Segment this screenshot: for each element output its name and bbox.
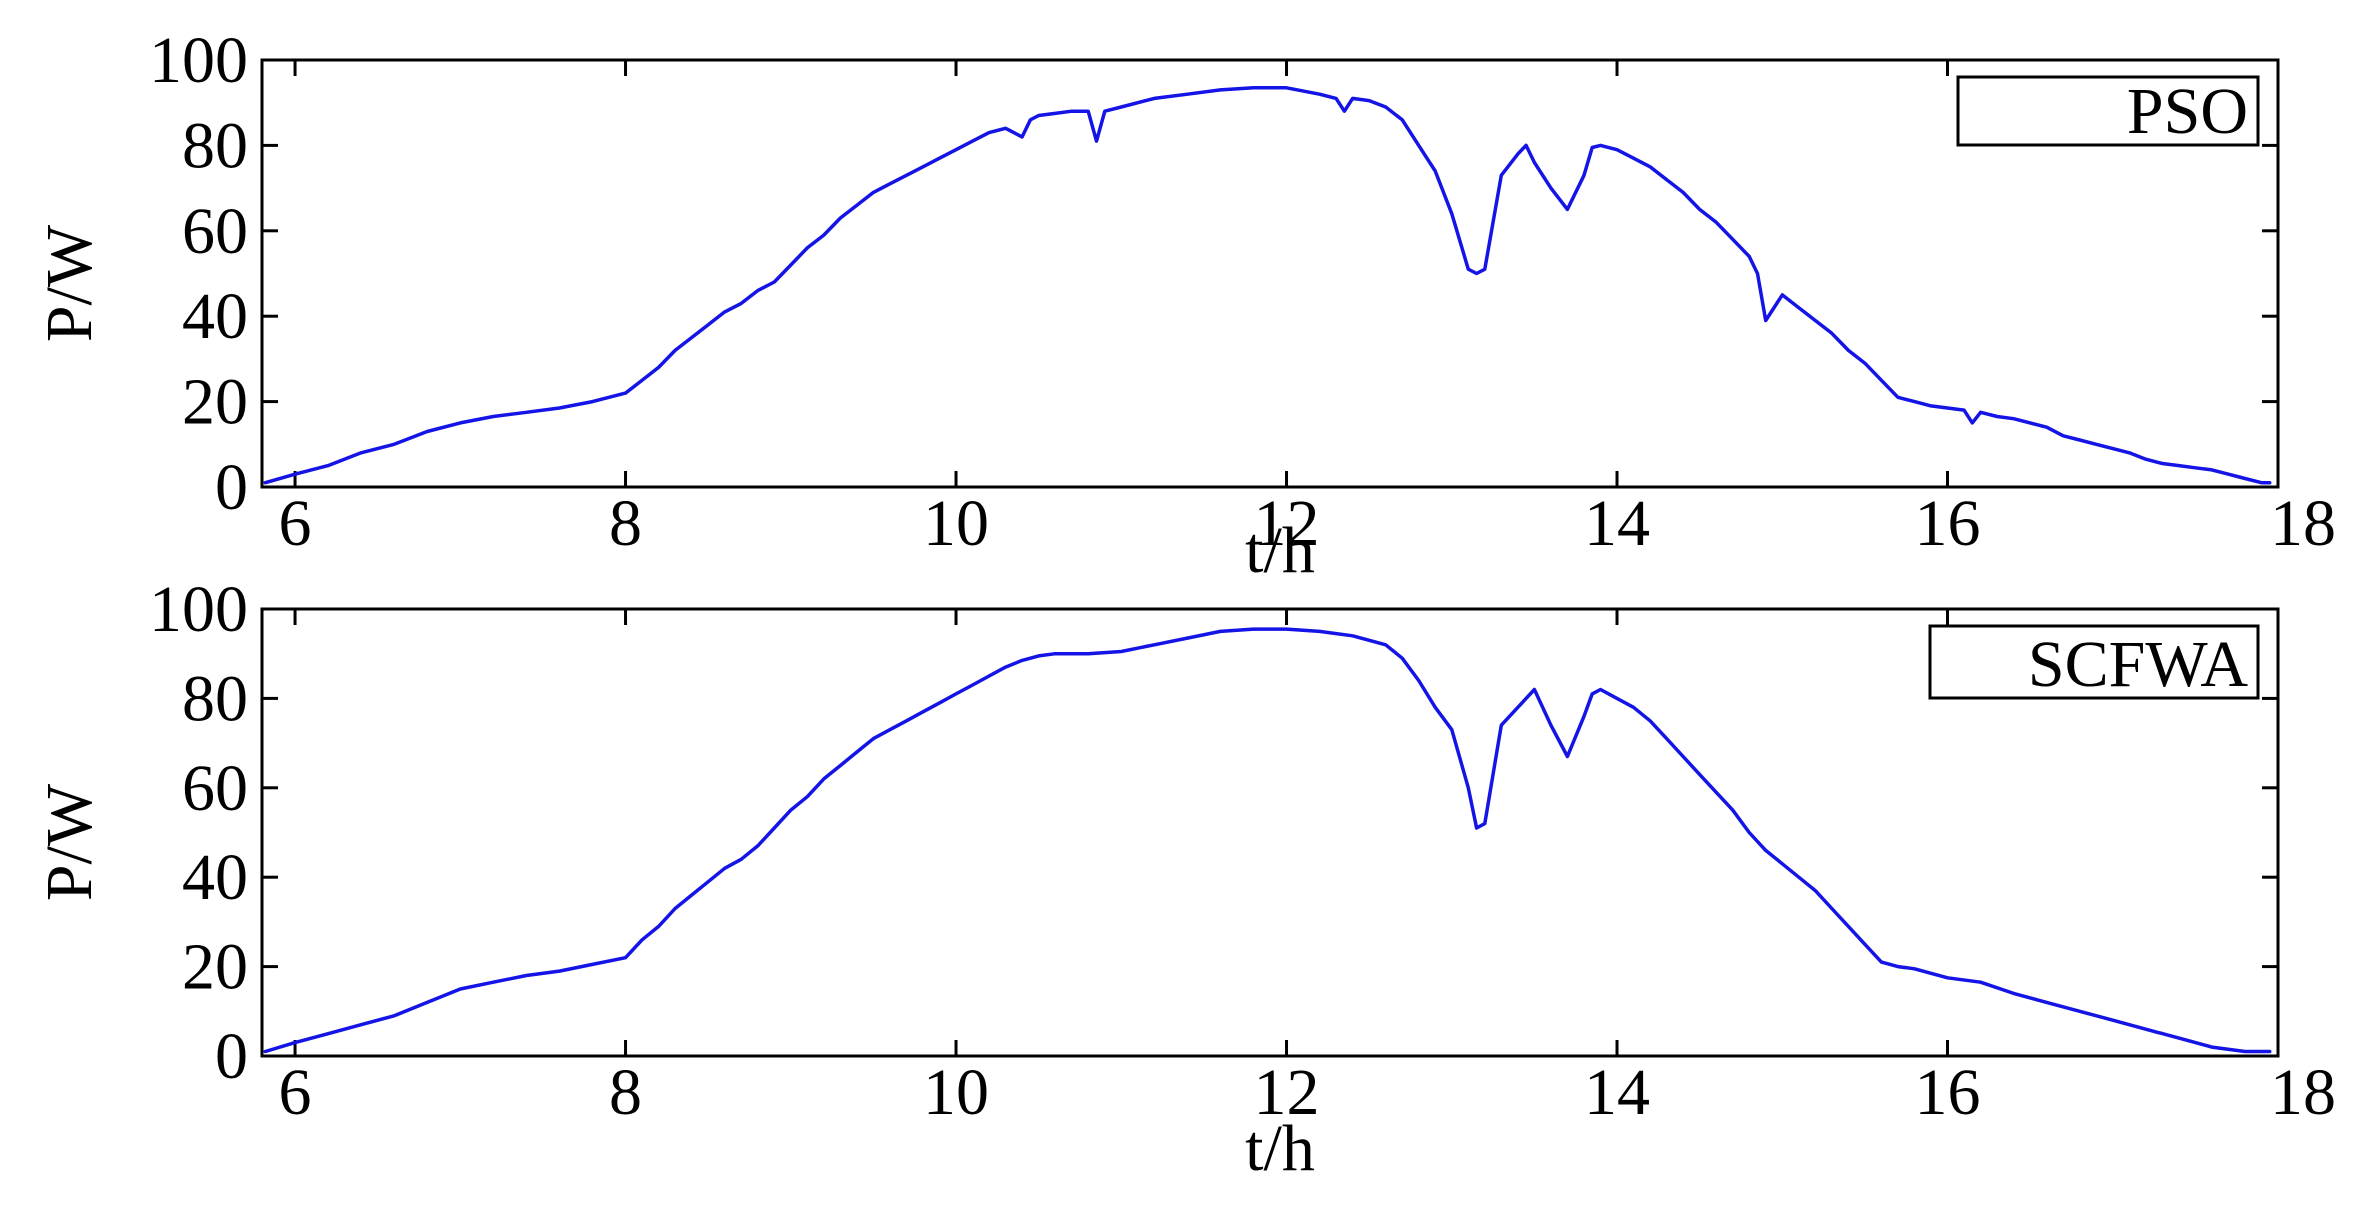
pso-x-tick-label: 10 xyxy=(923,487,989,560)
pso-x-tick-label: 16 xyxy=(1915,487,1981,560)
scfwa-ticks xyxy=(262,607,2280,1058)
pso-x-tick-label: 8 xyxy=(609,487,642,560)
pso-x-tick-label: 14 xyxy=(1584,487,1650,560)
scfwa-x-axis-title: t/h xyxy=(1245,1112,1315,1185)
pso-y-tick-label: 80 xyxy=(182,109,248,182)
scfwa-legend: SCFWA xyxy=(1928,624,2260,701)
scfwa-y-tick-label: 80 xyxy=(182,662,248,735)
scfwa-panel: 6 8 10 12 14 16 18 0 20 40 60 80 100 t/h P/W SCFWA xyxy=(33,573,2336,1185)
pso-y-axis-title: P/W xyxy=(33,224,106,342)
scfwa-x-tick-label: 18 xyxy=(2270,1056,2336,1129)
scfwa-tick-labels: 6 8 10 12 14 16 18 0 20 40 60 80 100 xyxy=(149,573,2336,1129)
pso-legend: PSO xyxy=(1956,75,2260,148)
pso-x-axis-title: t/h xyxy=(1245,514,1315,587)
pso-y-tick-label: 0 xyxy=(215,451,248,524)
pso-legend-label: PSO xyxy=(2127,75,2248,148)
pso-ticks xyxy=(262,58,2280,489)
scfwa-x-tick-label: 10 xyxy=(923,1056,989,1129)
scfwa-x-tick-label: 6 xyxy=(279,1056,312,1129)
scfwa-x-tick-label: 16 xyxy=(1915,1056,1981,1129)
scfwa-x-tick-label: 12 xyxy=(1254,1056,1320,1129)
pso-x-tick-label: 18 xyxy=(2270,487,2336,560)
pso-tick-labels: 6 8 10 12 14 16 18 0 20 40 60 80 100 xyxy=(149,24,2336,560)
pso-x-tick-label: 12 xyxy=(1254,487,1320,560)
scfwa-y-tick-label: 40 xyxy=(182,841,248,914)
pso-panel: 6 8 10 12 14 16 18 0 20 40 60 80 100 t/h P/W PSO xyxy=(33,24,2336,587)
scfwa-y-tick-label: 60 xyxy=(182,752,248,825)
pso-y-tick-label: 60 xyxy=(182,195,248,268)
scfwa-y-axis-title: P/W xyxy=(33,783,106,901)
scfwa-x-tick-label: 8 xyxy=(609,1056,642,1129)
pso-x-tick-label: 6 xyxy=(279,487,312,560)
scfwa-y-tick-label: 0 xyxy=(215,1020,248,1093)
scfwa-y-tick-label: 100 xyxy=(149,573,248,646)
pso-power-line xyxy=(263,86,2272,485)
pso-legend-box xyxy=(1956,75,2260,147)
scfwa-plot-frame xyxy=(260,607,2280,1058)
scfwa-x-tick-label: 14 xyxy=(1584,1056,1650,1129)
scfwa-power-line xyxy=(263,627,2272,1054)
scfwa-y-tick-label: 20 xyxy=(182,931,248,1004)
scfwa-legend-label: SCFWA xyxy=(2028,628,2248,701)
pso-y-tick-label: 20 xyxy=(182,366,248,439)
pso-y-tick-label: 40 xyxy=(182,280,248,353)
pso-y-tick-label: 100 xyxy=(149,24,248,97)
scfwa-legend-box xyxy=(1928,624,2260,700)
pso-plot-frame xyxy=(260,58,2280,489)
